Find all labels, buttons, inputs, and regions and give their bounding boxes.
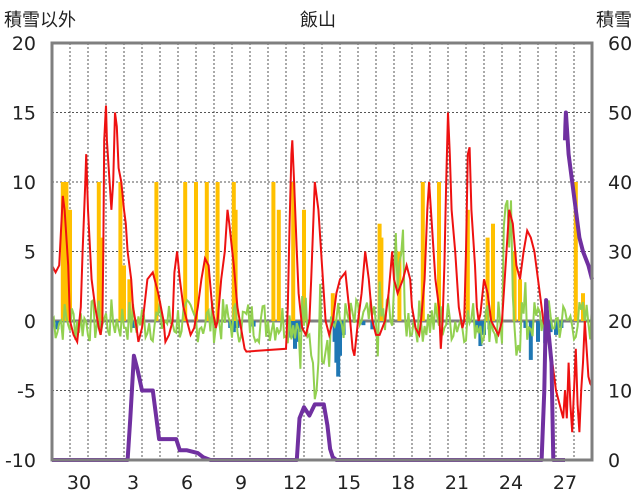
snowfall-bar: [60, 182, 65, 321]
plot-frame: [50, 41, 594, 462]
precip-bar: [55, 321, 60, 330]
snowfall-bar: [204, 182, 209, 321]
right-tick-label: 60: [608, 33, 632, 55]
snowfall-bar: [420, 182, 425, 321]
x-tick-label: 27: [553, 472, 577, 494]
snowfall-bar: [68, 209, 72, 321]
snowfall-bar: [118, 182, 123, 321]
snowfall-bar: [122, 265, 126, 321]
left-tick-label: -5: [17, 381, 36, 403]
snowfall-bar: [233, 209, 238, 321]
snowfall-bar: [276, 209, 281, 321]
precip-bar: [131, 321, 135, 328]
snowfall-bar: [215, 182, 220, 321]
left-tick-label: 0: [24, 311, 36, 333]
precip-bar: [528, 321, 533, 360]
snowfall-bar: [491, 223, 495, 321]
right-axis-label: 積雪: [596, 10, 632, 31]
snowfall-bar: [127, 279, 132, 321]
x-tick-label: 12: [283, 472, 307, 494]
snowfall-bar: [154, 182, 159, 321]
right-tick-label: 40: [608, 172, 632, 194]
left-tick-label: 15: [12, 103, 36, 125]
left-tick-label: 20: [12, 33, 36, 55]
snowfall-bar: [512, 251, 517, 321]
snowfall-bar: [302, 209, 306, 321]
precip-bar: [523, 321, 528, 328]
x-tick-label: 6: [181, 472, 193, 494]
snowfall-bar: [518, 279, 522, 321]
x-tick-label: 21: [445, 472, 469, 494]
snowfall-bar: [330, 293, 335, 321]
snowfall-bar: [194, 182, 198, 321]
x-tick-label: 30: [67, 472, 91, 494]
right-tick-label: 0: [608, 450, 620, 472]
temperature-line: [51, 105, 593, 433]
precip-bar: [370, 321, 375, 330]
x-tick-label: 18: [391, 472, 415, 494]
chart-title: 飯山: [300, 10, 336, 31]
precip-bar: [231, 321, 236, 333]
precip-bar: [298, 321, 303, 333]
snowfall-bar: [485, 237, 490, 321]
snowfall-bar: [291, 182, 296, 321]
left-tick-label: 10: [12, 172, 36, 194]
left-axis-label: 積雪以外: [4, 10, 76, 31]
x-tick-label: 15: [337, 472, 361, 494]
precip-bar: [554, 321, 558, 335]
snowfall-bar: [465, 209, 470, 321]
wind-line: [51, 199, 593, 400]
snowfall-bar: [183, 182, 188, 321]
right-tick-label: 50: [608, 103, 632, 125]
right-tick-label: 20: [608, 311, 632, 333]
precip-bar: [361, 321, 366, 326]
left-tick-label: -10: [5, 450, 36, 472]
right-tick-label: 30: [608, 242, 632, 264]
precip-bar: [548, 321, 553, 333]
snow-depth-line-end: [563, 110, 594, 280]
snowfall-bar: [573, 182, 578, 321]
precip-bar: [338, 321, 342, 356]
x-tick-label: 24: [499, 472, 523, 494]
snowfall-bar: [379, 237, 384, 321]
right-tick-label: 10: [608, 381, 632, 403]
precip-bar: [536, 321, 540, 342]
x-tick-label: 3: [127, 472, 139, 494]
left-tick-label: 5: [24, 242, 36, 264]
snowfall-bar: [98, 237, 103, 321]
snowfall-bar: [437, 182, 441, 321]
x-tick-label: 9: [235, 472, 247, 494]
snowfall-bar: [271, 182, 276, 321]
